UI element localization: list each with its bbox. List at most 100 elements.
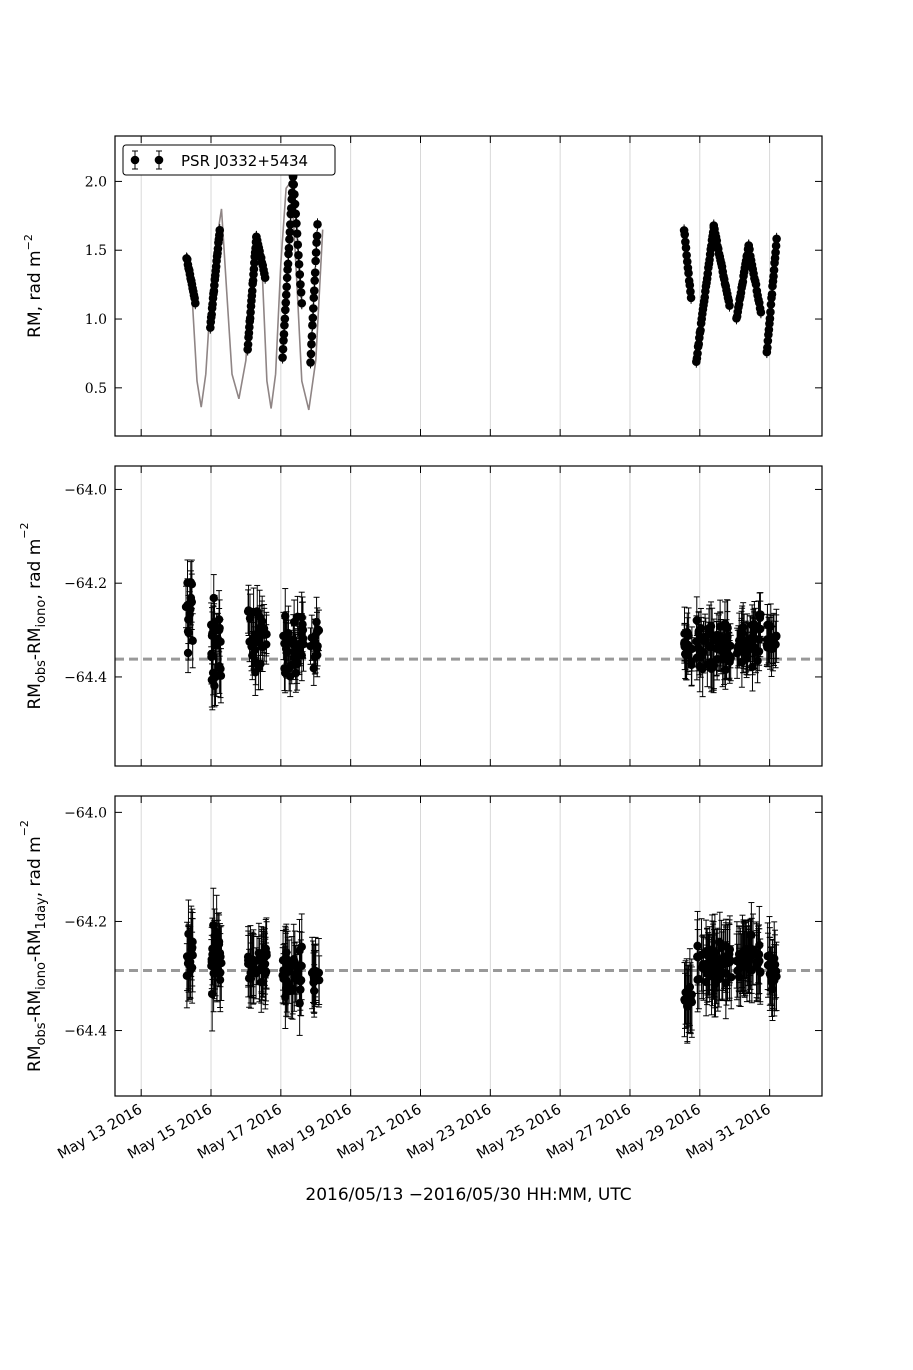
data-point-0-12-10: [767, 289, 777, 299]
ylabel-part-2-1: -RM: [25, 990, 45, 1023]
data-point-1-1-16: [214, 615, 224, 624]
data-point-2-3-28: [297, 942, 306, 952]
data-point-1-2-34: [256, 659, 265, 668]
data-point-1-4-11: [312, 644, 322, 654]
data-point-0-8-7: [696, 326, 705, 335]
data-point-0-7-10: [686, 287, 695, 296]
data-point-1-2-31: [255, 612, 264, 621]
data-point-2-2-33: [257, 963, 266, 973]
data-point-1-2-35: [249, 638, 258, 647]
data-point-1-2-25: [243, 607, 253, 616]
data-point-0-6-6: [309, 304, 318, 313]
data-point-2-7-43: [747, 966, 757, 975]
data-point-1-2-28: [258, 642, 267, 652]
data-point-2-3-37: [287, 960, 297, 969]
ylabel-part-2-5: , rad m: [25, 836, 45, 897]
data-point-2-4-12: [310, 977, 319, 986]
xlabel: 2016/05/13 −2016/05/30 HH:MM, UTC: [305, 1185, 631, 1205]
data-point-0-5-2: [290, 190, 299, 199]
frames-layer: [114, 135, 823, 1097]
ylabel-main-0: RM, rad m: [25, 250, 45, 337]
data-point-1-1-22: [215, 661, 224, 671]
data-point-1-3-18: [289, 617, 299, 627]
ylabel-part-2-4: 1day: [34, 897, 49, 929]
data-point-0-6-7: [309, 293, 319, 303]
data-point-0-7-3: [681, 243, 691, 253]
data-point-2-0-14: [184, 929, 193, 939]
data-point-1-5-13: [683, 627, 692, 637]
data-point-0-5-8: [294, 250, 303, 260]
data-point-0-8-2: [693, 349, 702, 358]
data-point-0-6-12: [311, 248, 321, 257]
data-point-2-2-35: [244, 974, 254, 983]
data-point-0-4-7: [281, 298, 291, 307]
data-point-0-6-5: [308, 313, 318, 323]
data-point-1-7-40: [755, 613, 765, 623]
data-point-1-1-11: [209, 593, 218, 603]
data-point-2-6-41: [694, 974, 704, 984]
data-point-1-3-38: [281, 611, 290, 621]
axes-frame-2: [114, 795, 823, 1097]
data-point-2-7-40: [739, 947, 748, 956]
data-point-0-12-14: [769, 265, 779, 275]
data-point-0-1-21: [215, 225, 225, 235]
data-point-0-12-7: [766, 307, 775, 317]
data-point-0-2-1: [243, 340, 253, 349]
ylabel-sup-0: −2: [22, 234, 35, 250]
data-point-0-11-15: [756, 307, 766, 317]
data-point-0-5-4: [291, 209, 301, 219]
data-point-1-7-38: [751, 648, 761, 657]
data-point-0-4-6: [281, 305, 290, 315]
data-point-0-4-9: [282, 282, 291, 292]
data-point-0-4-3: [279, 329, 289, 339]
data-point-0-7-9: [685, 280, 695, 290]
data-point-1-3-37: [289, 635, 298, 644]
data-point-0-5-7: [293, 240, 303, 249]
data-point-1-6-45: [706, 622, 716, 631]
data-point-0-4-10: [282, 273, 292, 283]
data-point-2-8-17: [765, 962, 775, 971]
data-point-0-4-5: [280, 314, 290, 324]
axes-frame-0: [114, 135, 823, 437]
data-point-0-12-17: [771, 248, 780, 257]
data-point-0-6-10: [310, 268, 320, 277]
data-point-1-6-53: [707, 630, 717, 640]
ylabel-part-1-3: , rad m: [25, 539, 45, 600]
data-point-1-2-32: [262, 630, 271, 639]
ylabel-part-1-1: -RM: [25, 627, 45, 660]
data-point-0-4-15: [285, 235, 294, 244]
ylabel-part-2-0: obs: [34, 1022, 49, 1045]
ylabel-part-2-2: iono: [34, 962, 49, 990]
ytick-label-0-0: 0.5: [85, 381, 107, 397]
data-point-2-5-13: [686, 993, 695, 1002]
data-point-0-11-1: [745, 245, 754, 254]
data-point-0-2-13: [248, 276, 258, 285]
data-point-2-5-12: [685, 982, 695, 992]
data-point-0-12-18: [771, 241, 781, 251]
xlabel-part-1: −: [409, 1185, 423, 1205]
data-point-0-5-1: [289, 180, 299, 189]
data-point-0-8-4: [694, 339, 704, 349]
data-point-0-6-0: [306, 358, 315, 367]
data-point-1-6-47: [716, 635, 725, 644]
data-point-0-2-7: [246, 308, 255, 317]
data-point-1-8-17: [764, 635, 773, 645]
data-point-0-6-14: [312, 231, 322, 241]
data-point-0-11-9: [751, 280, 761, 289]
data-point-0-7-4: [682, 250, 691, 260]
data-point-0-6-15: [313, 220, 322, 229]
data-point-0-4-16: [285, 227, 295, 237]
data-point-2-7-42: [737, 958, 746, 968]
data-point-1-1-23: [211, 672, 220, 682]
data-point-1-7-36: [749, 635, 758, 645]
data-point-0-6-2: [307, 339, 316, 349]
data-point-2-6-53: [702, 951, 712, 960]
data-point-0-4-2: [279, 336, 288, 345]
data-point-0-5-5: [292, 219, 301, 228]
ylabel-main-2: RM: [25, 1045, 45, 1071]
data-point-0-6-3: [307, 331, 317, 341]
data-point-1-7-31: [748, 662, 757, 672]
ylabel-0: RM, rad m−2: [22, 234, 45, 338]
data-point-2-0-15: [187, 963, 197, 972]
